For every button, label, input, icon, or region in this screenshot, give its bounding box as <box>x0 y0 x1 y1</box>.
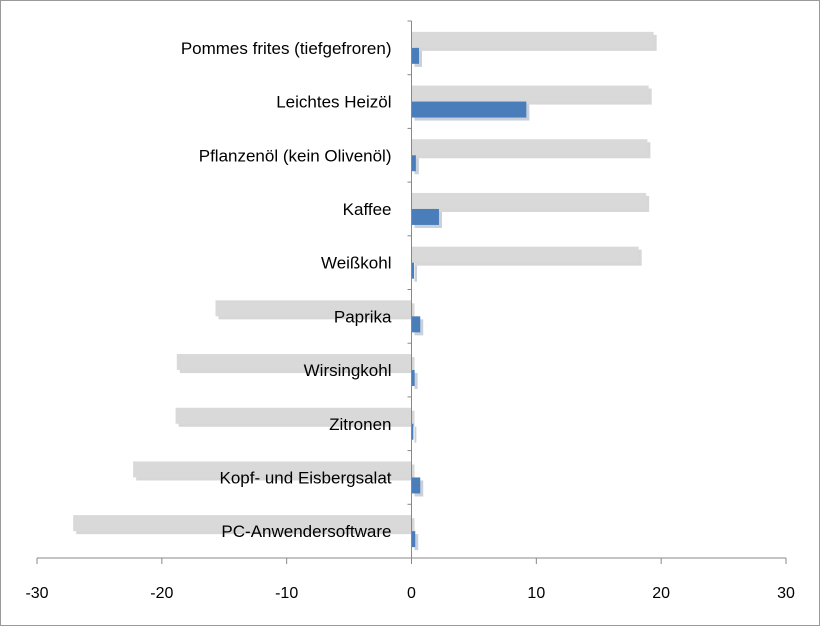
gray-bar <box>133 461 412 478</box>
blue-bar <box>411 155 416 172</box>
x-tick-labels: -30 -20 -10 0 10 20 30 <box>25 585 795 602</box>
gray-bar <box>411 31 654 48</box>
blue-bar <box>411 531 416 548</box>
gray-bar <box>73 515 412 532</box>
series-gray-bars <box>73 31 657 535</box>
x-tick-label: -20 <box>150 585 173 602</box>
blue-bar <box>411 262 414 279</box>
category-label: Weißkohl <box>321 254 392 273</box>
blue-bar-shadow <box>414 373 418 390</box>
category-label: PC-Anwendersoftware <box>221 522 391 541</box>
axes <box>36 20 787 564</box>
category-label: Zitronen <box>329 415 391 434</box>
gray-bar <box>411 192 647 209</box>
blue-bar-shadow <box>414 265 417 282</box>
series-blue-bars <box>411 47 530 551</box>
x-tick-label: 0 <box>407 585 416 602</box>
category-labels: Pommes frites (tiefgefroren) Leichtes Hei… <box>181 39 392 541</box>
x-tick-label: 30 <box>777 585 795 602</box>
blue-bar <box>411 423 414 440</box>
blue-bar <box>411 208 439 225</box>
blue-bar <box>411 47 419 64</box>
blue-bar <box>411 316 421 333</box>
gray-bar <box>175 407 412 424</box>
blue-bar-shadow <box>414 426 417 443</box>
category-label: Paprika <box>334 307 392 326</box>
category-label: Wirsingkohl <box>304 361 392 380</box>
x-tick-label: 10 <box>527 585 545 602</box>
x-tick-label: -10 <box>275 585 298 602</box>
gray-bar <box>411 246 639 263</box>
category-label: Kaffee <box>343 200 392 219</box>
blue-bar <box>411 370 415 387</box>
category-label: Pommes frites (tiefgefroren) <box>181 39 392 58</box>
x-tick-label: 20 <box>652 585 670 602</box>
gray-bar <box>215 300 412 317</box>
gray-bar <box>411 139 648 156</box>
category-label: Kopf- und Eisbergsalat <box>220 468 392 487</box>
category-label: Pflanzenöl (kein Olivenöl) <box>199 146 392 165</box>
gray-bar <box>411 85 649 102</box>
blue-bar-shadow <box>414 158 419 175</box>
blue-bar <box>411 477 421 494</box>
blue-bar <box>411 101 527 118</box>
blue-bar-shadow <box>414 534 419 551</box>
x-tick-label: -30 <box>25 585 48 602</box>
category-label: Leichtes Heizöl <box>276 93 391 112</box>
gray-bar <box>176 354 412 371</box>
